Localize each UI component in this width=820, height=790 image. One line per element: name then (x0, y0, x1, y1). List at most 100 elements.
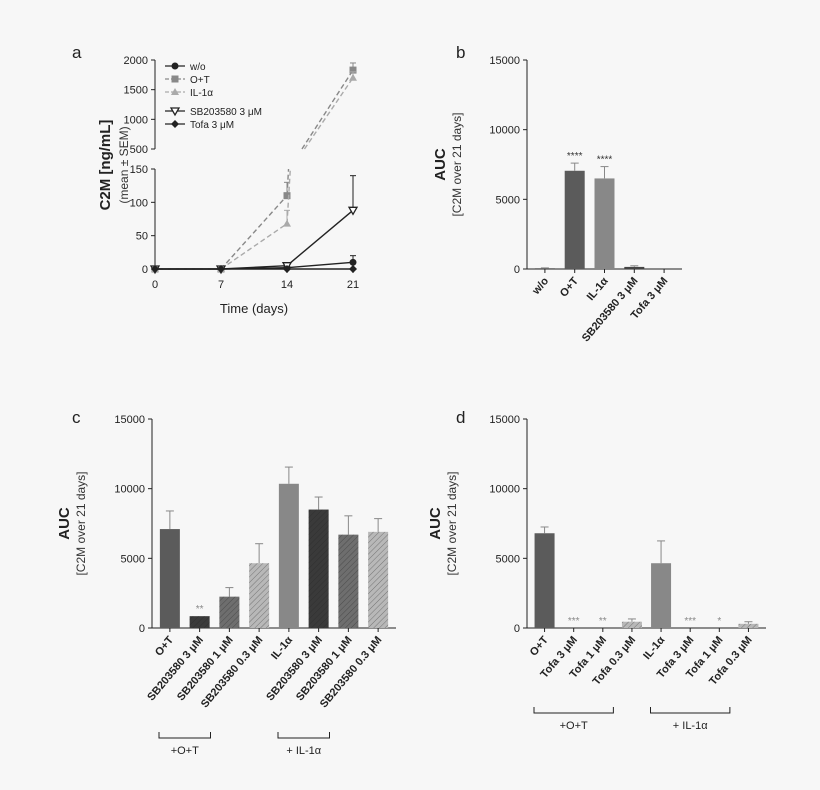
x-tick-label: O+T (528, 634, 551, 659)
y-axis-subtitle: [C2M over 21 days] (445, 471, 459, 575)
y-tick-label: 10000 (489, 484, 520, 496)
y-tick-label: 15000 (114, 414, 145, 426)
significance-label: *** (684, 616, 696, 627)
y-tick-label: 0 (142, 264, 148, 276)
bar-hatch (189, 616, 210, 628)
x-tick-label: IL-1α (269, 634, 295, 662)
y-tick-label: 1000 (124, 114, 148, 126)
y-tick-label: 5000 (496, 194, 520, 206)
data-point (283, 265, 291, 273)
bar-hatch (308, 509, 329, 628)
y-tick-label: 0 (514, 264, 520, 276)
group-label: +O+T (560, 720, 588, 732)
x-tick-label: 14 (281, 279, 293, 291)
y-axis-subtitle: (mean ± SEM) (117, 126, 131, 203)
series-line-segment (301, 69, 354, 150)
y-axis-title: AUC (427, 507, 444, 540)
group-label: + IL-1α (286, 745, 321, 757)
legend-marker (171, 62, 179, 70)
panel-label-d: d (456, 408, 465, 427)
significance-label: * (717, 616, 721, 627)
group-bracket: +O+T (158, 732, 211, 757)
y-tick-label: 0 (139, 623, 145, 635)
data-point (349, 66, 357, 74)
significance-label: ** (599, 616, 607, 627)
y-tick-label: 10000 (489, 125, 520, 137)
group-bracket-line (277, 732, 330, 739)
y-tick-label: 15000 (489, 55, 520, 67)
bar (159, 529, 180, 628)
group-bracket-line (158, 732, 211, 739)
x-tick-label: 21 (347, 279, 359, 291)
y-tick-label: 5000 (496, 553, 520, 565)
group-bracket-line (533, 707, 614, 714)
panel-a-line-chart: a 0 50 100 150 500 1000 1500 2000 0 7 14 21 Time (day… (72, 43, 359, 316)
legend-label: IL-1α (190, 88, 213, 99)
legend-marker (169, 107, 181, 117)
series-0 (151, 255, 357, 273)
data-point (283, 192, 291, 200)
data-point (283, 219, 291, 227)
data-point (217, 265, 225, 273)
bar-hatch (249, 563, 270, 628)
bar-hatch (338, 534, 359, 628)
legend-label: Tofa 3 μM (190, 120, 234, 131)
series-line-segment (220, 195, 288, 270)
legend-marker (171, 88, 179, 95)
significance-label: **** (597, 155, 613, 166)
data-point (349, 258, 357, 266)
data-point (151, 265, 159, 273)
bar-hatch (219, 596, 240, 628)
x-tick-label: w/o (530, 275, 552, 298)
y-tick-label: 500 (130, 144, 148, 156)
series-line-segment (286, 168, 292, 224)
bar-hatch (368, 531, 389, 628)
significance-label: **** (567, 151, 583, 162)
group-bracket-line (650, 707, 731, 714)
y-axis-title: C2M [ng/mL] (97, 120, 114, 211)
y-tick-label: 150 (130, 164, 148, 176)
y-axis-title: AUC (56, 507, 73, 540)
series-3 (149, 175, 359, 275)
x-tick-label: 0 (152, 279, 158, 291)
series-line-segment (286, 261, 354, 269)
data-point (349, 73, 357, 81)
x-tick-label: IL-1α (585, 275, 611, 303)
panel-label-b: b (456, 43, 465, 62)
y-tick-label: 1500 (124, 85, 148, 97)
series-2 (151, 71, 357, 272)
data-point (347, 206, 359, 216)
significance-label: *** (568, 616, 580, 627)
y-tick-label: 0 (514, 623, 520, 635)
group-bracket: + IL-1α (650, 707, 731, 732)
bar (564, 170, 585, 269)
group-bracket: + IL-1α (277, 732, 330, 757)
y-tick-label: 100 (130, 197, 148, 209)
x-tick-label: IL-1α (641, 634, 667, 662)
y-tick-label: 2000 (124, 55, 148, 67)
group-label: + IL-1α (673, 720, 708, 732)
series-line-segment (220, 223, 288, 270)
legend-label: w/o (189, 62, 206, 73)
data-point (349, 265, 357, 273)
panel-d-bar-chart: d 0 5000 10000 15000 AUC [C2M over 21 days] O+T… (427, 408, 766, 732)
group-label: +O+T (171, 745, 199, 757)
significance-label: ** (196, 604, 204, 615)
y-tick-label: 10000 (114, 484, 145, 496)
bar (534, 268, 555, 269)
legend-label: O+T (190, 75, 210, 86)
bar-hatch (621, 621, 642, 628)
bar (278, 483, 299, 628)
series-line-segment (303, 77, 354, 150)
legend-marker (171, 120, 179, 128)
y-axis-subtitle: [C2M over 21 days] (74, 471, 88, 575)
x-axis-title: Time (days) (220, 301, 288, 316)
panel-c-bar-chart: c 0 5000 10000 15000 AUC [C2M over 21 days] O+T… (56, 408, 396, 757)
series-4 (151, 265, 357, 273)
bar (534, 533, 555, 628)
bar-hatch (738, 623, 759, 628)
legend: w/o O+T IL-1α SB203580 3 μM Tofa 3 μM (165, 62, 262, 131)
bar (594, 178, 615, 269)
legend-marker (171, 75, 179, 83)
